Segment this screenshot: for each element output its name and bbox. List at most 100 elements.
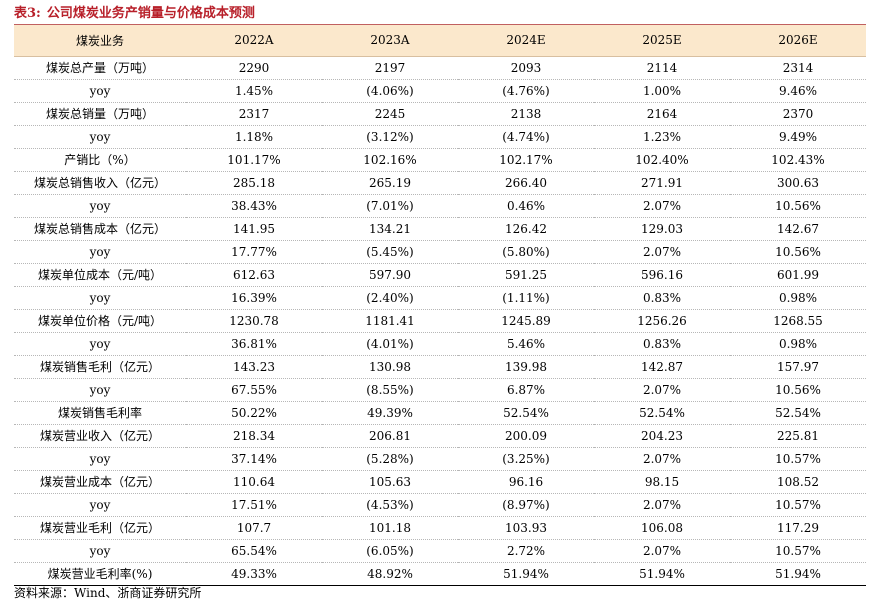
- cell-value: 102.16%: [322, 148, 458, 172]
- cell-value: 51.94%: [594, 562, 730, 586]
- cell-value: 143.23: [186, 355, 322, 379]
- cell-value: 1181.41: [322, 309, 458, 333]
- cell-value: 51.94%: [730, 562, 866, 586]
- cell-value: 37.14%: [186, 447, 322, 471]
- coal-business-forecast-table: 煤炭业务 2022A 2023A 2024E 2025E 2026E 煤炭总产量…: [14, 25, 866, 586]
- row-label: 煤炭单位价格（元/吨）: [14, 309, 186, 333]
- row-label: yoy: [14, 79, 186, 103]
- cell-value: 2.72%: [458, 539, 594, 563]
- cell-value: 110.64: [186, 470, 322, 494]
- cell-value: (5.28%): [322, 447, 458, 471]
- table-row: yoy 65.54% (6.05%) 2.72% 2.07% 10.57%: [14, 539, 866, 563]
- table-number: 表3:: [14, 6, 41, 21]
- column-header: 2025E: [594, 25, 730, 57]
- cell-value: 0.83%: [594, 286, 730, 310]
- row-label: yoy: [14, 194, 186, 218]
- cell-value: 52.54%: [458, 401, 594, 425]
- caption-divider: [14, 24, 866, 25]
- cell-value: (1.11%): [458, 286, 594, 310]
- row-label: 煤炭总销售收入（亿元）: [14, 171, 186, 195]
- cell-value: 129.03: [594, 217, 730, 241]
- cell-value: (4.01%): [322, 332, 458, 356]
- cell-value: 102.43%: [730, 148, 866, 172]
- cell-value: 101.18: [322, 516, 458, 540]
- row-label: 煤炭总销量（万吨）: [14, 102, 186, 126]
- table-row: 产销比（%） 101.17% 102.16% 102.17% 102.40% 102.43…: [14, 148, 866, 172]
- cell-value: 157.97: [730, 355, 866, 379]
- cell-value: 108.52: [730, 470, 866, 494]
- cell-value: (7.01%): [322, 194, 458, 218]
- cell-value: 10.57%: [730, 447, 866, 471]
- cell-value: 10.56%: [730, 378, 866, 402]
- row-label: 煤炭营业成本（亿元）: [14, 470, 186, 494]
- table-row: 煤炭总销售成本（亿元） 141.95 134.21 126.42 129.03 142.6…: [14, 217, 866, 241]
- cell-value: 2290: [186, 56, 322, 80]
- row-label: 煤炭营业毛利（亿元）: [14, 516, 186, 540]
- column-header: 2022A: [186, 25, 322, 57]
- cell-value: 285.18: [186, 171, 322, 195]
- cell-value: (8.97%): [458, 493, 594, 517]
- cell-value: 2138: [458, 102, 594, 126]
- table-body: 煤炭总产量（万吨） 2290 2197 2093 2114 2314 yoy 1.45% (4.…: [14, 56, 866, 586]
- cell-value: 200.09: [458, 424, 594, 448]
- row-label: yoy: [14, 240, 186, 264]
- cell-value: 10.57%: [730, 539, 866, 563]
- cell-value: 204.23: [594, 424, 730, 448]
- cell-value: (4.06%): [322, 79, 458, 103]
- table-row: yoy 38.43% (7.01%) 0.46% 2.07% 10.56%: [14, 194, 866, 218]
- cell-value: 52.54%: [594, 401, 730, 425]
- cell-value: 102.17%: [458, 148, 594, 172]
- table-row: 煤炭营业收入（亿元） 218.34 206.81 200.09 204.23 225.81: [14, 424, 866, 448]
- header-row: 煤炭业务 2022A 2023A 2024E 2025E 2026E: [14, 25, 866, 57]
- cell-value: 48.92%: [322, 562, 458, 586]
- cell-value: 10.56%: [730, 194, 866, 218]
- cell-value: 10.56%: [730, 240, 866, 264]
- row-label: 煤炭营业毛利率(%): [14, 562, 186, 586]
- row-label: 产销比（%）: [14, 148, 186, 172]
- cell-value: 1268.55: [730, 309, 866, 333]
- table-row: yoy 36.81% (4.01%) 5.46% 0.83% 0.98%: [14, 332, 866, 356]
- table-row: yoy 16.39% (2.40%) (1.11%) 0.83% 0.98%: [14, 286, 866, 310]
- table-row: yoy 37.14% (5.28%) (3.25%) 2.07% 10.57%: [14, 447, 866, 471]
- cell-value: 98.15: [594, 470, 730, 494]
- cell-value: 96.16: [458, 470, 594, 494]
- table-title: 公司煤炭业务产销量与价格成本预测: [46, 6, 255, 21]
- table-row: yoy 67.55% (8.55%) 6.87% 2.07% 10.56%: [14, 378, 866, 402]
- cell-value: 1.23%: [594, 125, 730, 149]
- cell-value: 271.91: [594, 171, 730, 195]
- cell-value: 1230.78: [186, 309, 322, 333]
- cell-value: 2114: [594, 56, 730, 80]
- cell-value: 9.46%: [730, 79, 866, 103]
- cell-value: 0.98%: [730, 286, 866, 310]
- cell-value: (4.53%): [322, 493, 458, 517]
- cell-value: 2.07%: [594, 378, 730, 402]
- row-label: 煤炭销售毛利率: [14, 401, 186, 425]
- cell-value: (5.45%): [322, 240, 458, 264]
- column-header: 2026E: [730, 25, 866, 57]
- cell-value: 67.55%: [186, 378, 322, 402]
- table-row: 煤炭单位价格（元/吨） 1230.78 1181.41 1245.89 1256.26 1…: [14, 309, 866, 333]
- table-row: 煤炭总销售收入（亿元） 285.18 265.19 266.40 271.91 300.6…: [14, 171, 866, 195]
- row-label: yoy: [14, 539, 186, 563]
- cell-value: 50.22%: [186, 401, 322, 425]
- cell-value: 17.77%: [186, 240, 322, 264]
- row-label: yoy: [14, 125, 186, 149]
- cell-value: (2.40%): [322, 286, 458, 310]
- cell-value: 265.19: [322, 171, 458, 195]
- column-header: 煤炭业务: [14, 25, 186, 57]
- cell-value: 142.67: [730, 217, 866, 241]
- row-label: yoy: [14, 332, 186, 356]
- table-row: yoy 1.45% (4.06%) (4.76%) 1.00% 9.46%: [14, 79, 866, 103]
- cell-value: 2164: [594, 102, 730, 126]
- cell-value: 1.00%: [594, 79, 730, 103]
- cell-value: 49.39%: [322, 401, 458, 425]
- cell-value: 10.57%: [730, 493, 866, 517]
- cell-value: 65.54%: [186, 539, 322, 563]
- cell-value: 1256.26: [594, 309, 730, 333]
- cell-value: 218.34: [186, 424, 322, 448]
- cell-value: 225.81: [730, 424, 866, 448]
- cell-value: 597.90: [322, 263, 458, 287]
- table-row: yoy 17.51% (4.53%) (8.97%) 2.07% 10.57%: [14, 493, 866, 517]
- cell-value: 52.54%: [730, 401, 866, 425]
- cell-value: 9.49%: [730, 125, 866, 149]
